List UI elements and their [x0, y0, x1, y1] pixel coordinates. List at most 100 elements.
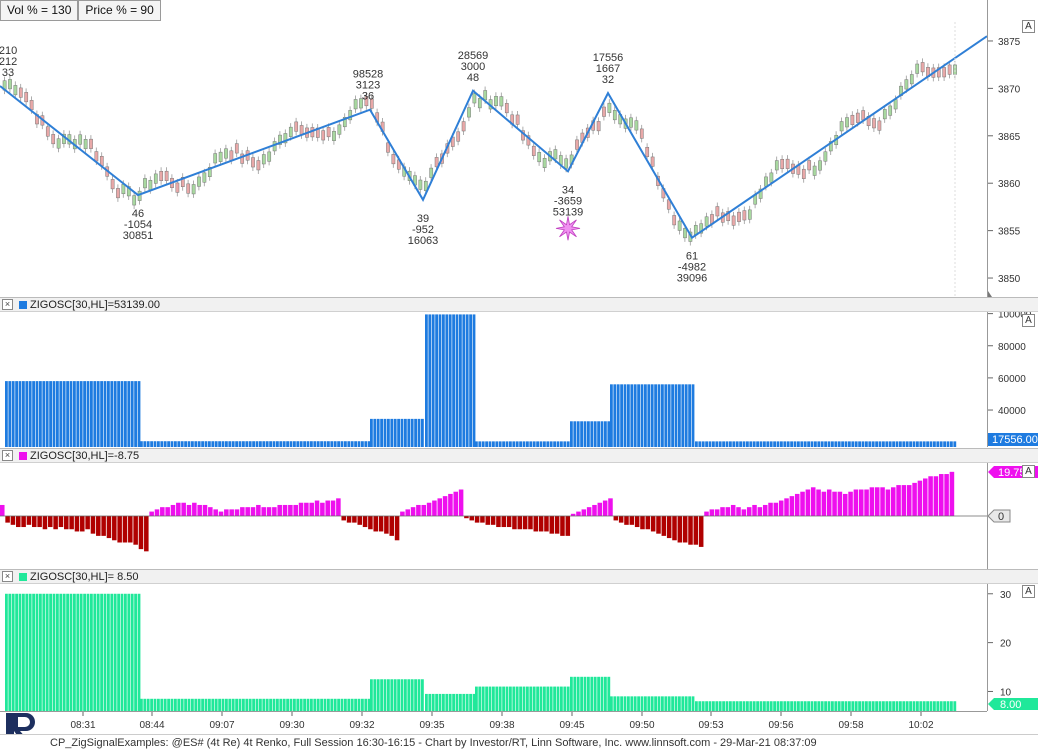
pane1-auto-scale-button[interactable]: A — [1022, 314, 1035, 327]
volume-bar — [512, 441, 516, 447]
ticks-bar — [566, 686, 570, 711]
delta-bar-negative — [464, 516, 469, 519]
pane3-chart[interactable] — [0, 584, 987, 711]
ticks-bar — [124, 593, 127, 711]
ticks-bar — [289, 698, 293, 711]
candle-up — [261, 154, 266, 165]
ticks-bar — [15, 593, 18, 711]
ticks-bar — [546, 686, 550, 711]
volume-bar — [773, 441, 776, 447]
candle-down — [456, 131, 461, 142]
volume-bar — [681, 384, 685, 447]
volume-bar — [953, 441, 957, 447]
volume-bar — [861, 441, 865, 447]
volume-bar — [644, 384, 647, 447]
ticks-bar — [899, 701, 902, 711]
ticks-bar — [455, 693, 459, 711]
price-tick-label: 3860 — [998, 179, 1021, 190]
delta-bar-positive — [890, 487, 896, 516]
delta-bar-negative — [144, 516, 149, 552]
pane1-last-value: 17556.00 — [992, 434, 1038, 446]
pane3-close-icon[interactable]: × — [2, 571, 13, 582]
pane2-close-icon[interactable]: × — [2, 450, 13, 461]
pane1-axis[interactable]: 1000008000060000400002000017556.00 — [987, 310, 1038, 449]
volume-bar — [167, 441, 170, 447]
volume-bar — [563, 441, 567, 447]
pane2-chart[interactable] — [0, 463, 987, 569]
volume-bar — [509, 441, 512, 447]
candle-up — [418, 179, 423, 190]
ticks-bar — [543, 686, 546, 711]
ticks-bar — [613, 696, 617, 711]
delta-bar-positive — [741, 509, 747, 516]
ticks-bar — [225, 698, 228, 711]
time-axis[interactable]: 08:31 08:44 09:07 09:30 09:32 09:35 09:38 09:45… — [0, 711, 987, 734]
ticks-bar — [691, 696, 695, 711]
pane3-axis[interactable]: 30 20 10 8.00 — [987, 584, 1038, 711]
delta-bar-positive — [272, 507, 277, 516]
candle-up — [348, 110, 353, 121]
pivot-label: 39 — [417, 213, 429, 225]
volume-bar — [184, 441, 187, 447]
volume-bar — [600, 421, 604, 447]
pivot-label: 34 — [562, 184, 574, 196]
candle-up — [359, 98, 363, 109]
candle-up — [828, 141, 833, 152]
delta-bar-negative — [352, 516, 357, 523]
candle-down — [872, 118, 876, 129]
ticks-bar — [556, 686, 560, 711]
candle-down — [24, 92, 29, 103]
pane1-axis-svg: 1000008000060000400002000017556.00 — [988, 310, 1038, 449]
delta-bar-positive — [298, 502, 304, 516]
time-tick-label: 09:45 — [559, 720, 584, 731]
candle-down — [515, 114, 520, 125]
candle-up — [467, 107, 471, 118]
delta-bar-positive — [874, 487, 880, 516]
ticks-bar — [797, 701, 800, 711]
volume-bar — [269, 441, 272, 447]
ticks-bar — [553, 686, 556, 711]
ticks-bar — [282, 698, 286, 711]
delta-bar-positive — [912, 482, 917, 516]
ticks-bar — [576, 676, 580, 711]
volume-bar — [950, 441, 953, 447]
ticks-bar — [354, 698, 357, 711]
price-axis[interactable]: 3875 3870 3865 3860 3855 3850 — [984, 0, 1038, 297]
volume-bar — [522, 441, 526, 447]
candle-up — [148, 180, 153, 190]
delta-bar-negative — [528, 516, 533, 530]
candle-up — [278, 134, 282, 145]
pane1-chart[interactable] — [0, 312, 987, 447]
volume-bar — [549, 441, 553, 447]
ticks-bar — [120, 593, 124, 711]
delta-bar-positive — [794, 493, 800, 516]
price-auto-scale-button[interactable]: A — [1022, 20, 1035, 33]
pane1-close-icon[interactable]: × — [2, 299, 13, 310]
delta-bar-positive — [229, 509, 234, 516]
ticks-bar — [827, 701, 831, 711]
candle-down — [116, 188, 120, 199]
volume-bar — [831, 441, 834, 447]
delta-bar-positive — [725, 507, 731, 516]
delta-bar-positive — [432, 500, 437, 516]
delta-bar-positive — [736, 507, 741, 516]
pane2-axis[interactable]: 19.75 0 — [987, 463, 1038, 569]
candle-down — [504, 103, 509, 114]
ticks-bar — [640, 696, 644, 711]
price-percent-button[interactable]: Price % = 90 — [78, 0, 161, 21]
candle-down — [855, 112, 860, 123]
candle-up — [542, 157, 547, 168]
volume-bar — [556, 441, 560, 447]
pane3-auto-scale-button[interactable]: A — [1022, 585, 1035, 598]
volume-bar — [174, 441, 177, 447]
volume-bar — [90, 381, 93, 447]
ticks-bar — [163, 698, 167, 711]
vol-percent-button[interactable]: Vol % = 130 — [0, 0, 79, 21]
volume-bar — [936, 441, 940, 447]
ticks-bar — [936, 701, 940, 711]
ticks-bar — [725, 701, 729, 711]
price-panel[interactable]: 210 212 33 46 -1054 30851 98528 3123 36 39 -952 160… — [0, 22, 988, 297]
volume-bar — [841, 441, 844, 447]
pane2-auto-scale-button[interactable]: A — [1022, 465, 1035, 478]
ticks-bar — [607, 676, 611, 711]
